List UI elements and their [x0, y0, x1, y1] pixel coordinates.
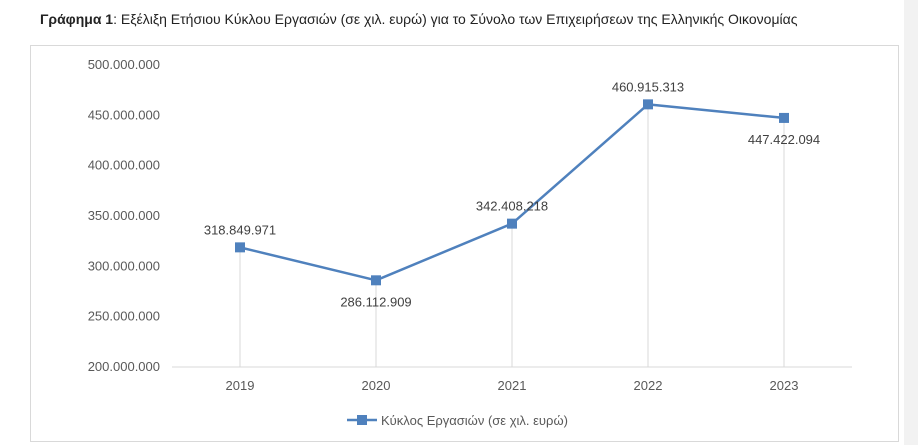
page-edge	[904, 0, 918, 445]
data-label: 447.422.094	[748, 132, 820, 147]
data-point	[507, 218, 517, 229]
y-tick-label: 300.000.000	[88, 258, 160, 273]
data-point	[779, 112, 789, 123]
legend-marker	[357, 415, 367, 425]
plot-series: 318.849.971 286.112.909 342.408.218 460.915…	[204, 79, 820, 309]
y-axis: 200.000.000 250.000.000 300.000.000 350.000…	[88, 57, 160, 374]
data-point	[643, 99, 653, 110]
data-point	[235, 242, 245, 253]
x-tick-label: 2021	[498, 378, 527, 393]
x-tick-label: 2022	[634, 378, 663, 393]
caption-label: Γράφημα 1	[40, 11, 114, 27]
y-tick-label: 500.000.000	[88, 57, 160, 72]
drop-lines	[239, 104, 785, 367]
data-label: 460.915.313	[612, 79, 684, 94]
x-tick-label: 2023	[770, 378, 799, 393]
y-tick-label: 400.000.000	[88, 158, 160, 173]
data-label: 318.849.971	[204, 222, 276, 237]
y-tick-label: 200.000.000	[88, 359, 160, 374]
legend-label: Κύκλος Εργασιών (σε χιλ. ευρώ)	[381, 413, 568, 428]
y-tick-label: 350.000.000	[88, 208, 160, 223]
data-point	[371, 275, 381, 286]
chart-caption: Γράφημα 1: Εξέλιξη Ετήσιου Κύκλου Εργασι…	[40, 11, 797, 27]
legend: Κύκλος Εργασιών (σε χιλ. ευρώ)	[347, 413, 568, 428]
x-tick-label: 2020	[362, 378, 391, 393]
x-tick-label: 2019	[226, 378, 255, 393]
y-tick-label: 250.000.000	[88, 309, 160, 324]
caption-text: : Εξέλιξη Ετήσιου Κύκλου Εργασιών (σε χι…	[113, 11, 798, 27]
x-axis: 2019 2020 2021 2022 2023	[172, 366, 852, 393]
y-tick-label: 450.000.000	[88, 107, 160, 122]
data-label: 342.408.218	[476, 199, 548, 214]
data-label: 286.112.909	[340, 294, 411, 309]
